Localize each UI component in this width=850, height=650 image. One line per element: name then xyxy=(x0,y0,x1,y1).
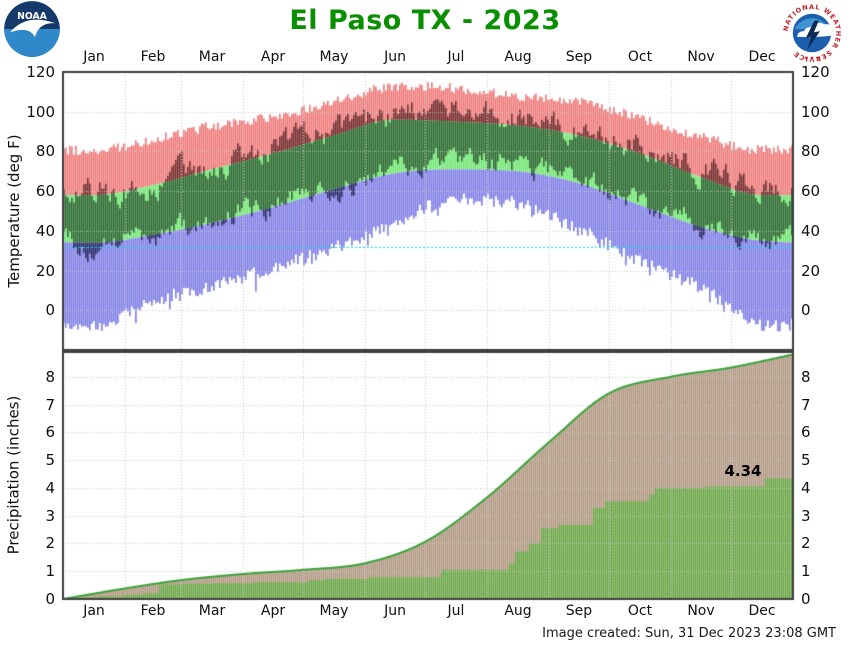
precip-axis-tick-right: 2 xyxy=(801,534,811,553)
month-label-bottom: Mar xyxy=(198,603,226,619)
noaa-logo-sea xyxy=(4,29,60,57)
month-label-top: Aug xyxy=(504,49,532,65)
precip-axis-tick-left: 7 xyxy=(45,395,55,414)
month-label-top: Sep xyxy=(565,49,593,65)
temp-axis-tick-left: 60 xyxy=(35,182,55,201)
month-label-bottom: Sep xyxy=(565,603,593,619)
noaa-logo-label: NOAA xyxy=(17,11,48,22)
month-label-top: Oct xyxy=(627,49,653,65)
nws-logo-stars: ★ ★ ★ xyxy=(804,56,821,62)
noaa-logo: NOAA xyxy=(4,1,60,57)
month-label-top: Jan xyxy=(83,49,105,65)
precip-axis-tick-left: 0 xyxy=(45,590,55,608)
month-label-bottom: Feb xyxy=(140,603,166,619)
precip-axis-tick-left: 2 xyxy=(45,534,55,553)
precip-axis-tick-right: 7 xyxy=(801,395,811,414)
precip-axis-tick-left: 8 xyxy=(45,367,55,386)
month-label-bottom: Nov xyxy=(687,603,715,619)
temp-axis-tick-right: 100 xyxy=(801,102,830,121)
temp-axis-tick-left: 40 xyxy=(35,221,55,240)
precip-axis-tick-right: 6 xyxy=(801,423,811,442)
temp-axis-tick-right: 20 xyxy=(801,261,821,280)
month-label-bottom: May xyxy=(319,603,349,619)
month-label-bottom: Apr xyxy=(260,603,286,619)
temp-axis-tick-left: 20 xyxy=(35,261,55,280)
precip-axis-tick-right: 0 xyxy=(801,590,811,608)
precip-axis-tick-left: 5 xyxy=(45,451,55,470)
nws-logo: NATIONAL WEATHER SERVICE ★ ★ ★ xyxy=(782,3,842,63)
month-label-bottom: Jan xyxy=(83,603,105,619)
month-label-top: Nov xyxy=(687,49,715,65)
month-label-top: May xyxy=(319,49,349,65)
temp-axis-tick-right: 80 xyxy=(801,142,821,161)
nws-cloud-icon xyxy=(797,22,834,38)
precip-axis-tick-right: 1 xyxy=(801,562,811,581)
month-label-bottom: Jul xyxy=(447,603,465,619)
temp-axis-tick-right: 0 xyxy=(801,301,811,320)
temp-axis-tick-left: 100 xyxy=(26,102,55,121)
page-title: El Paso TX - 2023 xyxy=(289,5,561,36)
precip-axis-tick-right: 3 xyxy=(801,506,811,525)
precip-axis-tick-right: 4 xyxy=(801,478,811,497)
temp-axis-tick-left: 120 xyxy=(26,63,55,81)
image-created-text: Image created: Sun, 31 Dec 2023 23:08 GM… xyxy=(542,626,836,641)
precip-axis-tick-left: 6 xyxy=(45,423,55,442)
month-label-bottom: Aug xyxy=(504,603,532,619)
precip-axis-tick-left: 4 xyxy=(45,478,55,497)
noaa-bird-icon xyxy=(9,19,56,38)
month-label-top: Jul xyxy=(447,49,465,65)
month-label-top: Dec xyxy=(748,49,776,65)
precip-axis-tick-right: 8 xyxy=(801,367,811,386)
month-label-top: Apr xyxy=(260,49,286,65)
temp-axis-tick-left: 0 xyxy=(45,301,55,320)
month-label-top: Mar xyxy=(198,49,226,65)
temp-axis-tick-left: 80 xyxy=(35,142,55,161)
precip-axis-tick-right: 5 xyxy=(801,451,811,470)
month-label-bottom: Jun xyxy=(384,603,406,619)
temp-axis-tick-right: 120 xyxy=(801,63,830,81)
precip-axis-tick-left: 1 xyxy=(45,562,55,581)
month-label-top: Feb xyxy=(140,49,166,65)
month-label-bottom: Dec xyxy=(748,603,776,619)
nws-lightning-icon xyxy=(805,20,821,51)
month-label-top: Jun xyxy=(384,49,406,65)
temp-axis-tick-right: 60 xyxy=(801,182,821,201)
month-label-bottom: Oct xyxy=(627,603,653,619)
total-precip-annotation: 4.34 xyxy=(724,461,762,480)
temp-axis-tick-right: 40 xyxy=(801,221,821,240)
precip-axis-tick-left: 3 xyxy=(45,506,55,525)
